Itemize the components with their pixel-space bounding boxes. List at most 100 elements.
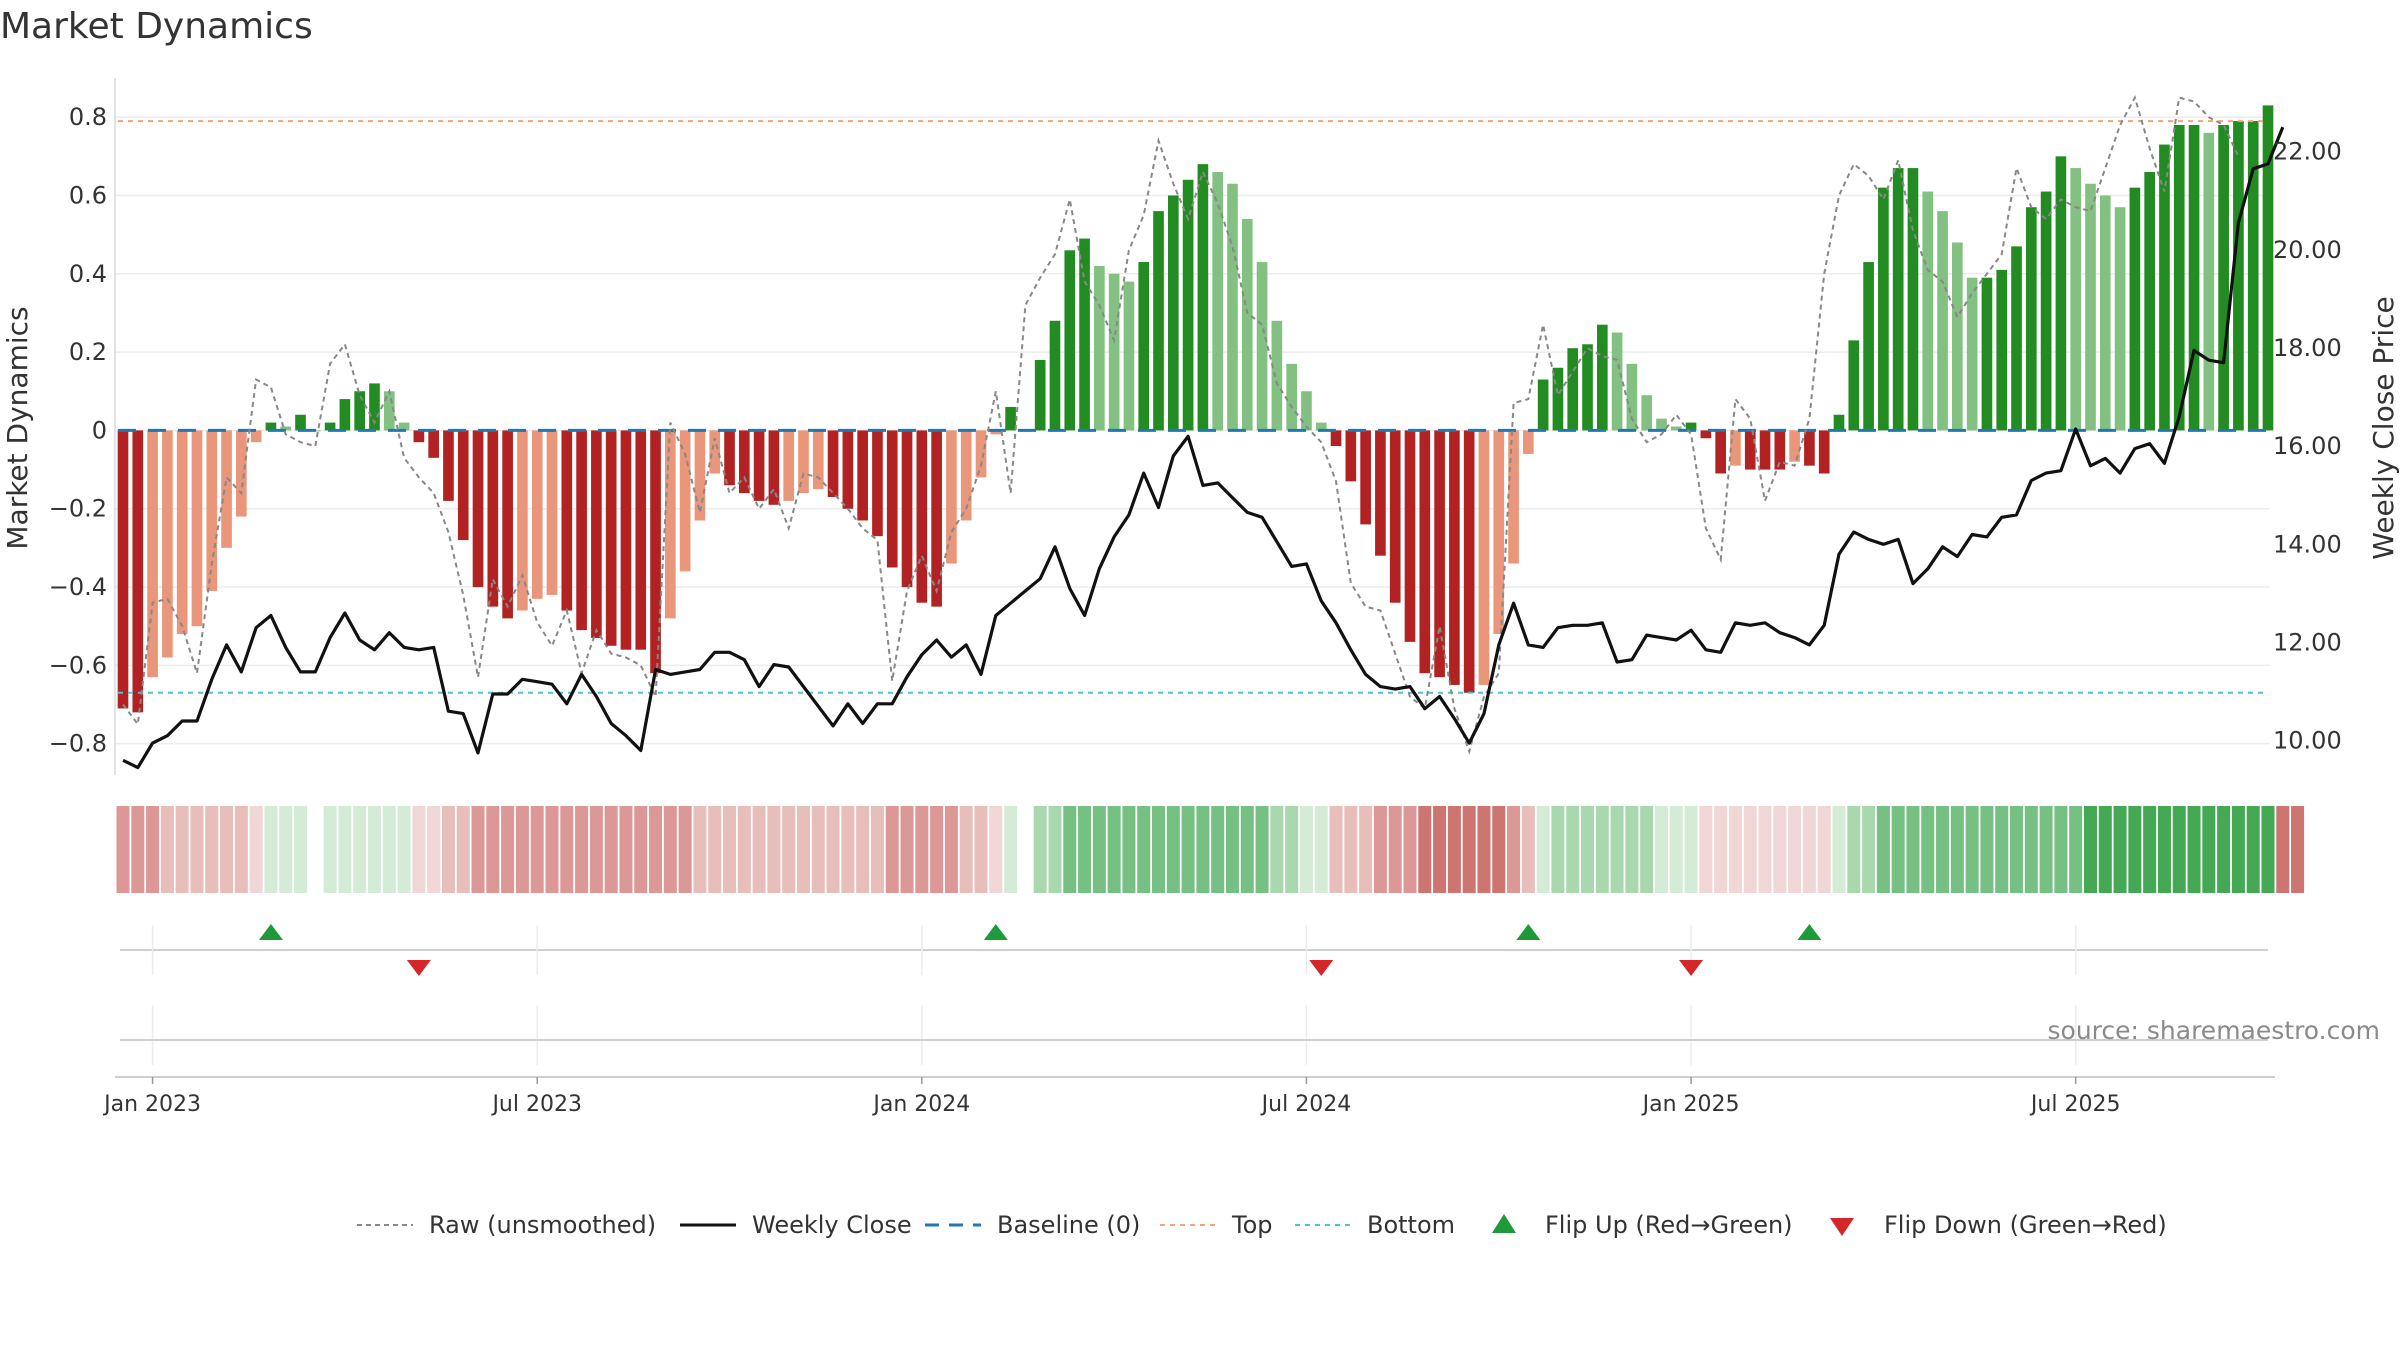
regime-cell xyxy=(1255,806,1269,893)
regime-cell xyxy=(249,806,263,893)
momentum-bar xyxy=(1419,430,1431,674)
regime-cell xyxy=(2024,806,2038,893)
momentum-bar xyxy=(162,430,173,658)
legend-item-baseline: Baseline (0) xyxy=(925,1211,1140,1239)
regime-cell xyxy=(1566,806,1580,893)
regime-cell xyxy=(1551,806,1565,893)
regime-cell xyxy=(427,806,441,893)
regime-cell xyxy=(2261,806,2275,893)
momentum-bar xyxy=(1345,430,1357,482)
regime-cell xyxy=(1388,806,1402,893)
legend-baseline-label: Baseline (0) xyxy=(997,1211,1140,1239)
regime-cell xyxy=(471,806,485,893)
regime-cell xyxy=(545,806,559,893)
regime-cell xyxy=(1403,806,1417,893)
momentum-bar xyxy=(576,430,587,631)
regime-cell xyxy=(2098,806,2112,893)
regime-cell xyxy=(1418,806,1432,893)
momentum-bar xyxy=(709,430,721,474)
momentum-bar xyxy=(990,430,1002,435)
momentum-bar xyxy=(413,430,425,443)
legend: Raw (unsmoothed) Weekly Close Baseline (… xyxy=(357,1211,2167,1239)
regime-cell xyxy=(870,806,884,893)
flip-down-marker xyxy=(406,960,431,976)
momentum-bar xyxy=(665,430,676,619)
momentum-bar xyxy=(2247,121,2259,431)
regime-cell xyxy=(2069,806,2083,893)
regime-cell xyxy=(1359,806,1373,893)
regime-cell xyxy=(131,806,145,893)
regime-cell xyxy=(160,806,174,893)
legend-flip-up-label: Flip Up (Red→Green) xyxy=(1545,1211,1793,1239)
momentum-bar xyxy=(1182,179,1194,431)
momentum-bar xyxy=(236,430,247,517)
regime-cell xyxy=(1137,806,1151,893)
momentum-bar xyxy=(265,422,277,431)
momentum-bar xyxy=(650,430,661,674)
momentum-bar xyxy=(398,422,410,431)
regime-cell xyxy=(575,806,589,893)
regime-cell xyxy=(1640,806,1654,893)
left-tick-label: −0.8 xyxy=(49,730,107,758)
momentum-bar xyxy=(176,430,188,635)
momentum-bar xyxy=(2203,132,2215,431)
regime-cell xyxy=(1669,806,1683,893)
regime-cell xyxy=(2010,806,2024,893)
momentum-bar xyxy=(724,430,735,486)
regime-cell xyxy=(959,806,973,893)
regime-cell xyxy=(1299,806,1313,893)
regime-cell xyxy=(1788,806,1802,893)
momentum-bar xyxy=(2040,191,2052,431)
momentum-bar xyxy=(1744,430,1756,470)
momentum-bar xyxy=(428,430,439,458)
right-axis-ticks: 22.00 20.00 18.00 16.00 14.00 12.00 10.00 xyxy=(2273,138,2342,755)
momentum-bar xyxy=(383,391,395,431)
momentum-bar xyxy=(1848,340,1860,431)
momentum-bar xyxy=(1907,168,1919,431)
momentum-bar xyxy=(443,430,454,501)
legend-item-bottom: Bottom xyxy=(1295,1211,1455,1239)
momentum-bar xyxy=(1227,183,1238,431)
regime-cell xyxy=(2187,806,2201,893)
regime-cell xyxy=(1285,806,1299,893)
regime-cell xyxy=(397,806,411,893)
momentum-bar xyxy=(2055,156,2067,431)
regime-cell xyxy=(2172,806,2186,893)
regime-cell xyxy=(811,806,825,893)
regime-cell xyxy=(663,806,677,893)
legend-close-label: Weekly Close xyxy=(752,1211,912,1239)
flip-up-marker xyxy=(258,924,283,940)
regime-cell xyxy=(589,806,603,893)
momentum-bar xyxy=(339,399,351,431)
momentum-bar xyxy=(1434,430,1445,678)
left-tick-label: −0.2 xyxy=(49,495,107,523)
momentum-bar xyxy=(1508,430,1519,564)
right-tick-label: 22.00 xyxy=(2273,138,2342,166)
regime-cell xyxy=(634,806,648,893)
momentum-bar xyxy=(1656,418,1667,431)
legend-bottom-label: Bottom xyxy=(1367,1211,1455,1239)
bottom-empty-panel xyxy=(115,1039,2275,1078)
regime-heat-strip xyxy=(116,806,2305,893)
momentum-bar xyxy=(295,414,306,431)
regime-cell xyxy=(486,806,500,893)
momentum-bar xyxy=(1552,367,1564,431)
regime-cell xyxy=(1462,806,1476,893)
regime-cell xyxy=(782,806,796,893)
momentum-bar xyxy=(1049,320,1061,431)
regime-cell xyxy=(693,806,707,893)
momentum-bar xyxy=(2159,144,2170,431)
regime-cell xyxy=(1654,806,1668,893)
momentum-bar xyxy=(487,430,499,607)
regime-cell xyxy=(1240,806,1254,893)
regime-cell xyxy=(1225,806,1239,893)
momentum-bar xyxy=(206,430,218,591)
momentum-bar xyxy=(369,383,380,431)
regime-cell xyxy=(1344,806,1358,893)
momentum-bar xyxy=(1449,430,1460,685)
right-axis-label: Weekly Close Price xyxy=(2367,296,2400,559)
momentum-bar xyxy=(1833,414,1845,431)
regime-cell xyxy=(2054,806,2068,893)
momentum-bar xyxy=(1064,250,1076,431)
momentum-bar xyxy=(1937,211,1948,431)
